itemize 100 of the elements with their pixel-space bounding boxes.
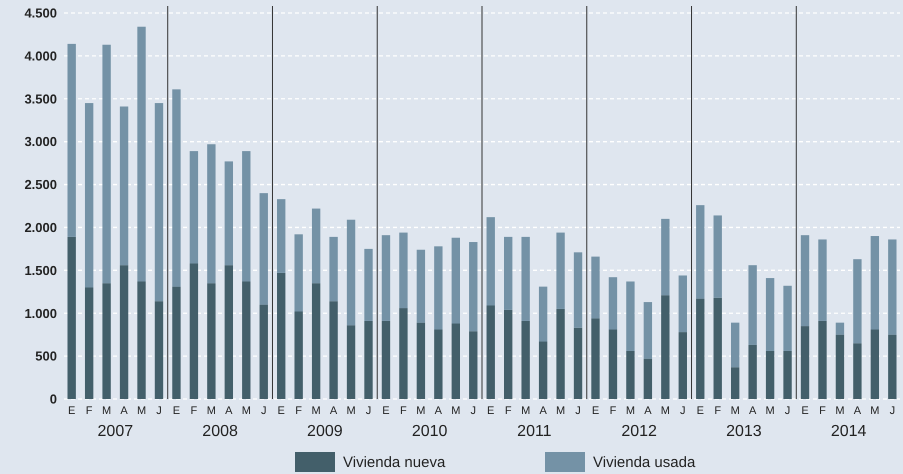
bar: [574, 328, 582, 399]
x-tick-label: M: [136, 405, 146, 417]
x-tick-label: M: [521, 405, 530, 417]
x-tick-label: J: [890, 405, 896, 417]
x-tick-label: J: [366, 405, 372, 417]
text: 2009: [307, 423, 343, 440]
x-tick-label: E: [801, 405, 809, 417]
bar: [730, 322, 740, 368]
bar: [556, 308, 565, 399]
bar: [888, 334, 897, 399]
x-tick-label: F: [190, 405, 198, 417]
bar: [277, 199, 286, 273]
bar: [800, 235, 810, 326]
bar: [853, 343, 862, 399]
bar: [748, 344, 757, 399]
y-tick-label: 1.500: [24, 262, 57, 278]
bar: [207, 144, 216, 284]
y-tick-label: 4.500: [24, 6, 57, 21]
bar: [678, 275, 687, 332]
bar: [67, 44, 76, 237]
bar: [172, 286, 181, 399]
x-tick-label: M: [416, 405, 426, 417]
x-tick-label: A: [330, 405, 338, 417]
x-tick-label: E: [487, 405, 494, 417]
bar: [486, 217, 495, 306]
bar: [538, 342, 548, 399]
bar: [800, 326, 810, 399]
bar: [486, 306, 495, 399]
x-tick-label: M: [660, 405, 670, 417]
bar: [399, 232, 408, 308]
x-tick-label: J: [680, 405, 686, 417]
bar: [783, 350, 792, 399]
text: 2011: [517, 423, 552, 440]
x-tick-label: M: [835, 405, 845, 417]
x-tick-label: M: [346, 405, 356, 417]
bar: [224, 161, 234, 266]
x-tick-label: E: [696, 405, 704, 417]
bar: [452, 238, 460, 324]
bar: [207, 283, 216, 399]
x-tick-label: A: [644, 405, 652, 417]
x-tick-label: F: [86, 405, 93, 417]
x-tick-label: M: [626, 405, 635, 417]
bar: [469, 242, 478, 332]
bar: [416, 250, 426, 323]
y-tick-label: 2.500: [24, 177, 57, 192]
x-tick-label: M: [242, 405, 251, 417]
y-tick-label: 500: [35, 348, 57, 364]
x-tick-label: J: [575, 405, 581, 417]
x-tick-label: E: [278, 405, 285, 417]
bar: [870, 236, 880, 330]
x-tick-label: E: [68, 405, 76, 417]
bar: [67, 236, 76, 399]
bar: [84, 103, 94, 288]
bar: [696, 205, 704, 299]
bar: [661, 295, 670, 399]
bar: [504, 236, 512, 310]
bar: [452, 324, 460, 399]
bar: [714, 215, 722, 298]
bar: [626, 350, 635, 399]
y-tick-label: 0: [50, 392, 57, 407]
text: 2008: [202, 423, 238, 440]
text: 2014: [830, 423, 867, 440]
bar: [277, 272, 286, 399]
bar: [644, 358, 652, 399]
x-tick-label: E: [592, 405, 600, 417]
bar: [294, 234, 303, 312]
bar: [312, 283, 320, 399]
bar: [312, 208, 320, 284]
y-tick-label: 4.000: [24, 48, 57, 64]
bar: [591, 318, 600, 399]
bar: [696, 298, 704, 399]
bar: [836, 334, 844, 399]
bar: [730, 367, 740, 399]
text: 2012: [621, 423, 658, 440]
bar: [836, 322, 844, 335]
y-tick-label: 3.500: [24, 91, 57, 106]
bar: [329, 236, 338, 302]
x-tick-label: A: [748, 405, 757, 417]
x-tick-label: M: [730, 405, 740, 417]
bar: [364, 320, 373, 399]
bar: [382, 320, 390, 399]
x-tick-label: F: [714, 405, 722, 417]
bar: [346, 220, 356, 326]
bar: [172, 89, 181, 287]
bar: [608, 330, 618, 399]
x-tick-label: F: [610, 405, 617, 417]
y-tick-label: 2.000: [24, 220, 57, 235]
x-tick-label: J: [156, 405, 162, 417]
bar: [329, 301, 338, 399]
bar: [294, 312, 303, 399]
x-tick-label: A: [225, 405, 234, 417]
bar: [853, 259, 862, 344]
x-tick-label: J: [260, 405, 266, 417]
x-tick-label: E: [172, 405, 180, 417]
bar: [190, 151, 198, 264]
bar: [260, 304, 268, 399]
text: 2010: [412, 423, 448, 440]
bar: [102, 44, 111, 284]
bar: [346, 325, 356, 399]
bar: [84, 287, 94, 399]
